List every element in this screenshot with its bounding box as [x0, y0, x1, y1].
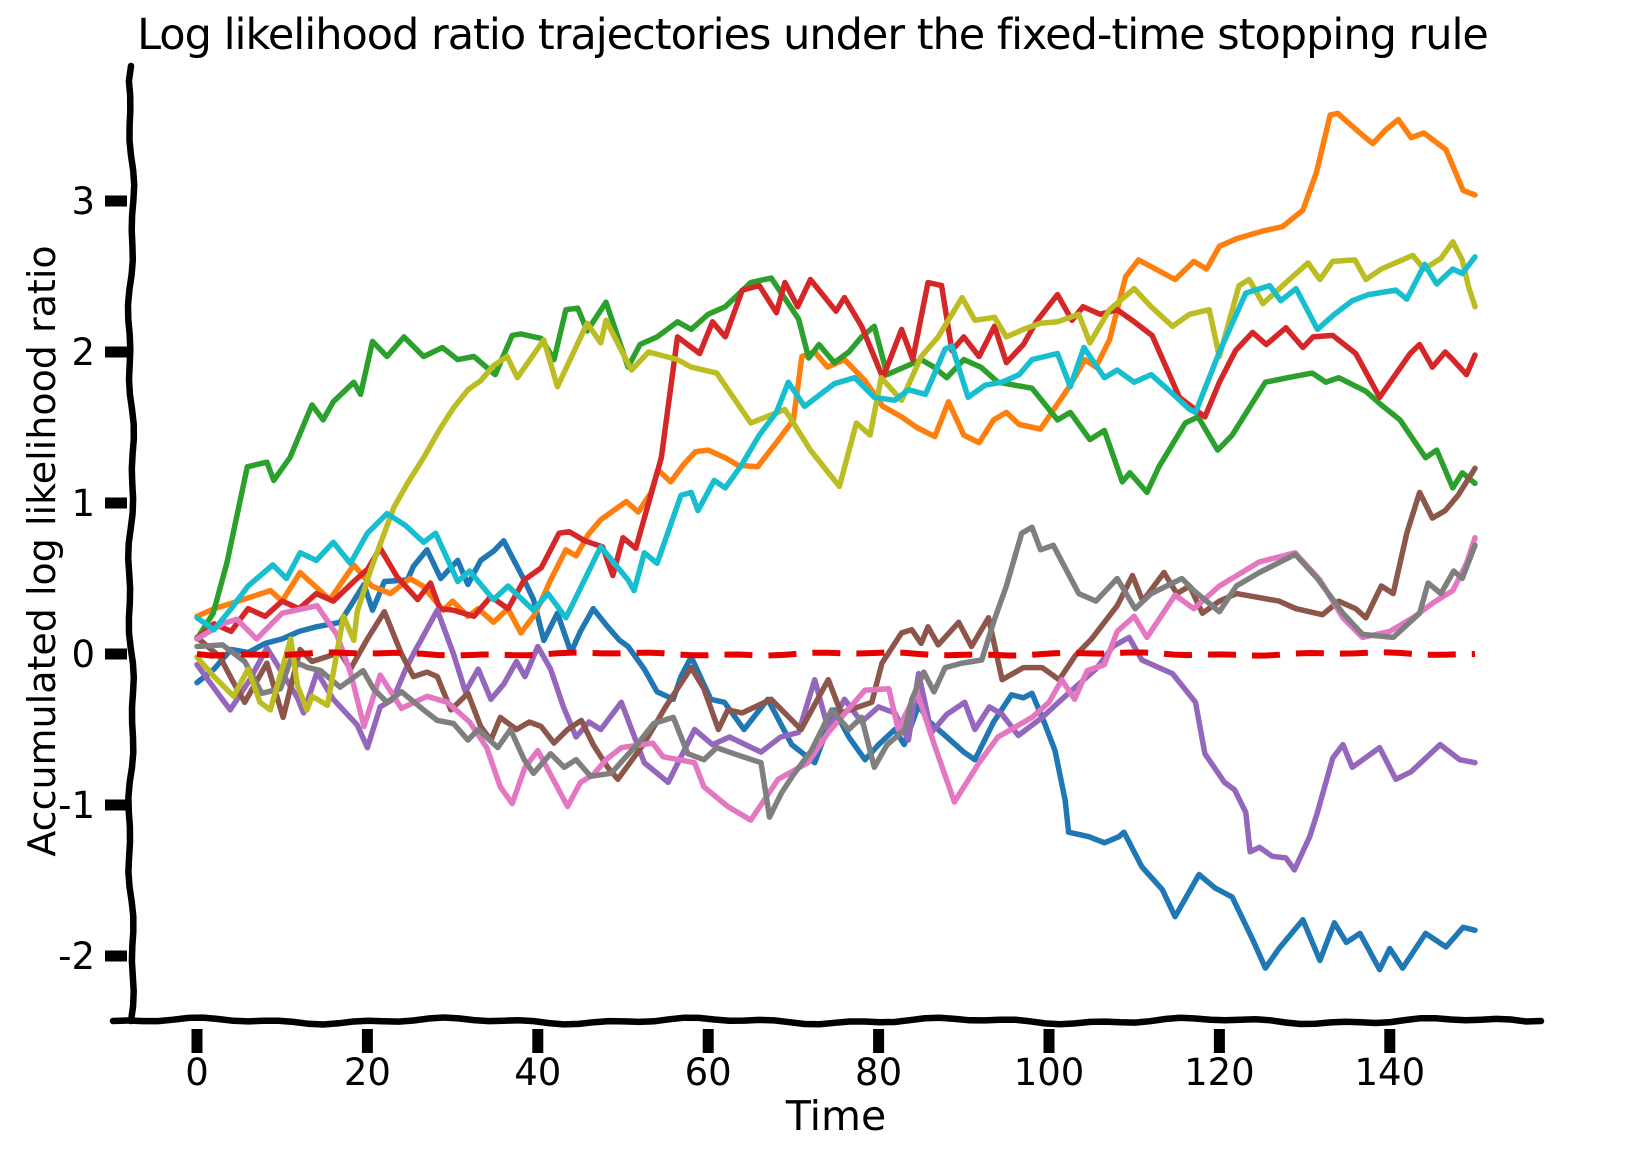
y-tick-label: 1: [71, 482, 95, 525]
series-purple-line: [194, 607, 1478, 873]
x-tick-label: 0: [185, 1051, 209, 1094]
x-tick-label: 120: [1184, 1051, 1255, 1094]
x-tick-label: 100: [1014, 1051, 1085, 1094]
y-tick-label: -1: [58, 784, 95, 827]
x-tick-label: 40: [514, 1051, 561, 1094]
zero-reference-line: [196, 649, 1476, 659]
y-axis-spine: [124, 62, 138, 1025]
y-tick-label: -2: [58, 935, 95, 978]
y-tick-label: 0: [71, 633, 95, 676]
series-gray-line: [194, 524, 1478, 820]
series-pink-line: [194, 534, 1478, 823]
x-tick-label: 80: [855, 1051, 902, 1094]
chart-title: Log likelihood ratio trajectories under …: [137, 10, 1489, 60]
series-green-line: [194, 275, 1478, 642]
x-tick-label: 20: [344, 1051, 391, 1094]
y-tick-label: 2: [71, 331, 95, 374]
series-red-line: [194, 276, 1478, 642]
series-brown-line: [194, 465, 1478, 783]
x-tick-label: 60: [685, 1051, 732, 1094]
series-cyan-line: [194, 254, 1478, 633]
x-axis-spine: [109, 1014, 1545, 1028]
x-tick-label: 140: [1354, 1051, 1425, 1094]
series-olive-line: [194, 239, 1478, 713]
y-tick-label: 3: [71, 180, 95, 223]
x-axis-label: Time: [785, 1092, 887, 1140]
